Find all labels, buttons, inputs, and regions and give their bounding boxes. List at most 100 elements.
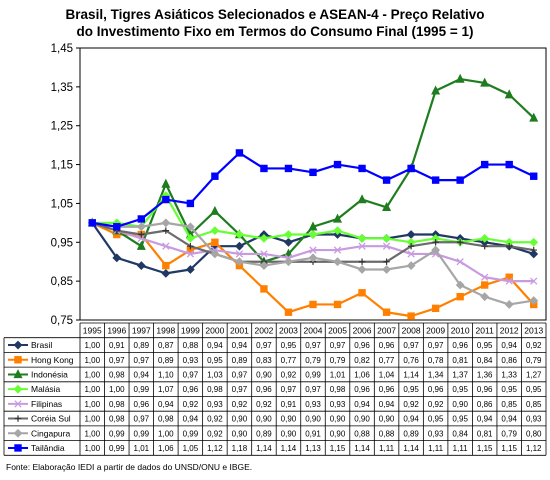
table-cell: 0,92 [428,400,444,409]
table-cell: 0,90 [354,415,370,424]
data-point [506,242,513,250]
data-point [259,233,269,243]
data-point [309,300,317,309]
table-cell: 1,01 [330,370,346,379]
data-point [113,223,121,231]
table-cell: 0,85 [526,400,542,409]
table-cell: 0,93 [428,429,444,438]
table-cell: 1,27 [526,370,542,379]
table-cell: 0,98 [207,385,223,394]
table-year-label: 2001 [230,326,249,336]
table-cell: 0,92 [281,370,297,379]
data-point [260,250,268,258]
data-point [308,253,318,263]
data-point [456,176,464,184]
table-cell: 1,13 [305,444,321,453]
data-point [284,237,293,247]
data-point [530,172,538,180]
table-cell: 1,03 [207,370,223,379]
table-cell: 0,90 [281,429,297,438]
table-year-label: 1998 [156,326,175,336]
table-cell: 1,36 [477,370,493,379]
table-cell: 0,97 [256,341,272,350]
data-point [185,265,195,274]
table-cell: 0,82 [354,356,370,365]
table-cell: 0,81 [477,429,493,438]
data-point [529,249,539,259]
table-cell: 0,90 [452,400,468,409]
legend-entry: Filipinas [31,399,62,409]
table-cell: 0,83 [256,356,272,365]
data-point [529,112,539,122]
data-point [358,289,366,297]
table-year-label: 2003 [279,326,298,336]
data-point [432,239,439,246]
table-cell: 1,37 [452,370,468,379]
chart-title-line1: Brasil, Tigres Asiáticos Selecionados e … [65,7,485,22]
table-year-label: 2006 [353,326,372,336]
table-cell: 0,76 [403,356,419,365]
table-cell: 1,15 [501,444,517,453]
data-point [406,261,416,271]
table-cell: 0,94 [403,415,419,424]
data-point [13,340,23,350]
table-cell: 0,98 [109,370,125,379]
data-point [529,237,539,247]
table-cell: 0,99 [109,429,125,438]
table-cell: 0,90 [379,415,395,424]
table-cell: 1,00 [84,415,100,424]
data-point [211,238,219,246]
table-cell: 0,90 [281,415,297,424]
table-cell: 0,95 [452,385,468,394]
y-tick-label: 1,25 [51,121,73,133]
data-point [259,261,269,271]
table-cell: 0,92 [256,400,272,409]
chart-title-line2: do Investimento Fixo em Termos do Consum… [76,24,474,39]
data-point [407,312,415,320]
table-cell: 1,10 [158,370,174,379]
table-cell: 0,90 [256,415,272,424]
table-cell: 0,97 [428,341,444,350]
data-point [480,292,490,302]
data-point [382,201,392,212]
data-point [480,281,489,289]
data-point [431,245,441,255]
data-point [431,304,440,313]
data-point [456,239,464,246]
table-year-label: 2002 [254,326,273,336]
source-note: Fonte: Elaboração IEDI a partir de dados… [6,462,253,472]
table-cell: 0,99 [134,429,150,438]
table-cell: 0,97 [305,341,321,350]
table-cell: 0,97 [134,415,150,424]
data-point [14,444,22,452]
table-cell: 0,94 [183,415,199,424]
data-point [235,241,244,251]
table-cell: 0,90 [232,415,248,424]
data-point [138,231,145,238]
data-point [431,85,441,95]
data-point [358,242,366,250]
table-cell: 0,80 [526,429,542,438]
data-point [284,308,293,316]
data-point [260,164,268,173]
data-point [136,240,146,250]
y-tick-label: 0,85 [51,276,73,288]
data-point [88,219,96,227]
data-point [382,176,391,184]
table-cell: 1,00 [84,429,100,438]
data-point [530,246,537,254]
table-cell: 1,00 [109,385,125,394]
table-cell: 1,00 [84,341,100,350]
table-cell: 0,88 [379,429,395,438]
data-point [480,77,490,87]
table-cell: 0,89 [134,341,150,350]
y-tick-label: 1,45 [51,43,73,55]
table-cell: 1,33 [501,370,517,379]
table-cell: 1,12 [207,444,223,453]
data-point [235,257,244,267]
table-cell: 1,11 [428,444,444,453]
table-cell: 1,12 [526,444,542,453]
table-cell: 1,14 [281,444,297,453]
table-cell: 0,95 [452,415,468,424]
data-point [357,233,367,243]
